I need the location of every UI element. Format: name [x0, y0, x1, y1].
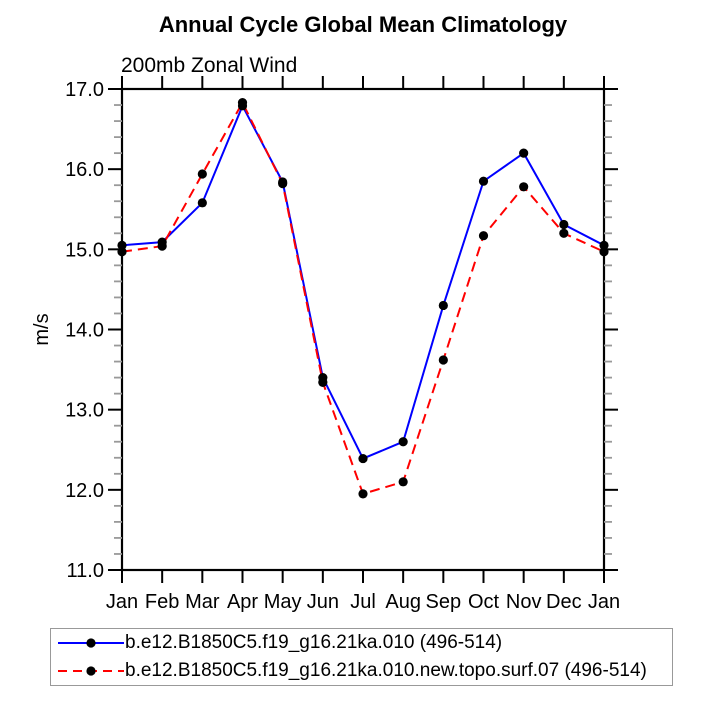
data-point-marker-series-0	[358, 453, 368, 464]
data-point-marker-series-1	[318, 377, 328, 388]
month-label: May	[264, 591, 302, 613]
data-point-marker-series-0	[519, 148, 529, 158]
month-label: Aug	[385, 591, 421, 613]
legend-label-series-1: b.e12.B1850C5.f19_g16.21ka.010.new.topo.…	[125, 659, 647, 681]
y-tick-label: 17.0	[65, 79, 104, 101]
month-label: Jan	[588, 591, 620, 613]
series-line-0	[121, 103, 605, 460]
data-point-marker-series-0	[559, 219, 569, 230]
data-point-marker-series-1	[559, 228, 569, 238]
data-point-marker-series-0	[438, 300, 448, 311]
month-label: Oct	[468, 591, 500, 613]
data-point-marker-series-1	[599, 247, 609, 257]
y-tick-label: 12.0	[65, 480, 104, 502]
data-point-marker-series-1	[398, 477, 408, 487]
legend-marker-1	[86, 666, 96, 676]
data-point-marker-series-0	[599, 240, 609, 250]
legend: b.e12.B1850C5.f19_g16.21ka.010 (496-514)…	[50, 628, 673, 686]
y-tick-label: 11.0	[67, 560, 104, 582]
legend-line-sample-series-0	[58, 638, 124, 648]
legend-marker-0	[86, 638, 96, 648]
month-label: Mar	[185, 591, 220, 613]
legend-item: b.e12.B1850C5.f19_g16.21ka.010 (496-514)	[51, 630, 672, 656]
data-point-marker-series-1	[117, 247, 127, 257]
data-point-marker-series-1	[438, 355, 448, 365]
data-point-marker-series-1	[478, 231, 489, 241]
y-axis-label: m/s	[31, 313, 53, 345]
month-label: Jan	[106, 591, 138, 613]
chart-title: Annual Cycle Global Mean Climatology	[158, 12, 568, 37]
line-chart-plot: Jan Feb Mar Apr May Jun Jul Aug Sep Oct Nov Dec Jan1…	[31, 76, 620, 613]
data-point-marker-series-0	[197, 198, 207, 208]
data-point-marker-series-1	[358, 489, 368, 499]
y-tick-label: 16.0	[65, 159, 104, 181]
data-point-marker-series-1	[197, 169, 207, 179]
data-point-marker-series-1	[519, 182, 529, 192]
data-point-marker-series-0	[478, 176, 489, 186]
month-label: Jul	[350, 591, 376, 613]
month-label: Sep	[426, 591, 462, 613]
month-label: Dec	[546, 591, 582, 613]
y-tick-label: 14.0	[65, 320, 104, 342]
series-line-1	[121, 100, 605, 496]
chart-subtitle: 200mb Zonal Wind	[121, 54, 298, 77]
data-point-marker-series-0	[117, 240, 127, 250]
month-label: Nov	[506, 591, 542, 613]
data-point-marker-series-1	[157, 241, 167, 251]
y-tick-label: 15.0	[65, 239, 104, 261]
legend-line-sample-series-1	[58, 666, 124, 676]
month-label: Jun	[307, 591, 339, 613]
data-point-marker-series-1	[278, 178, 288, 189]
data-point-marker-series-1	[237, 98, 248, 108]
data-point-marker-series-0	[398, 437, 408, 447]
legend-label-series-0: b.e12.B1850C5.f19_g16.21ka.010 (496-514)	[125, 632, 503, 654]
y-tick-label: 13.0	[65, 400, 104, 422]
legend-item: b.e12.B1850C5.f19_g16.21ka.010.new.topo.…	[51, 658, 672, 684]
month-label: Feb	[145, 591, 179, 613]
month-label: Apr	[227, 591, 258, 613]
